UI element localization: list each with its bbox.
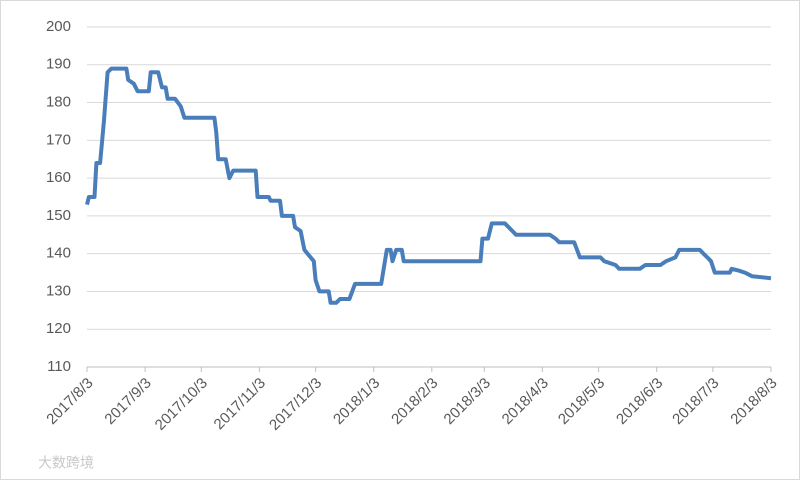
y-tick-label: 200: [46, 18, 71, 35]
y-tick-label: 110: [47, 358, 71, 375]
y-tick-label: 190: [46, 56, 71, 73]
y-tick-label: 140: [46, 245, 71, 262]
y-tick-label: 170: [46, 131, 71, 148]
y-tick-label: 150: [46, 207, 71, 224]
series-line: [85, 66, 772, 305]
y-tick-label: 160: [46, 169, 71, 186]
y-tick-label: 120: [46, 320, 71, 337]
watermark: 大数跨境: [38, 455, 94, 471]
y-tick-label: 180: [46, 94, 71, 111]
y-tick-label: 130: [46, 282, 71, 299]
